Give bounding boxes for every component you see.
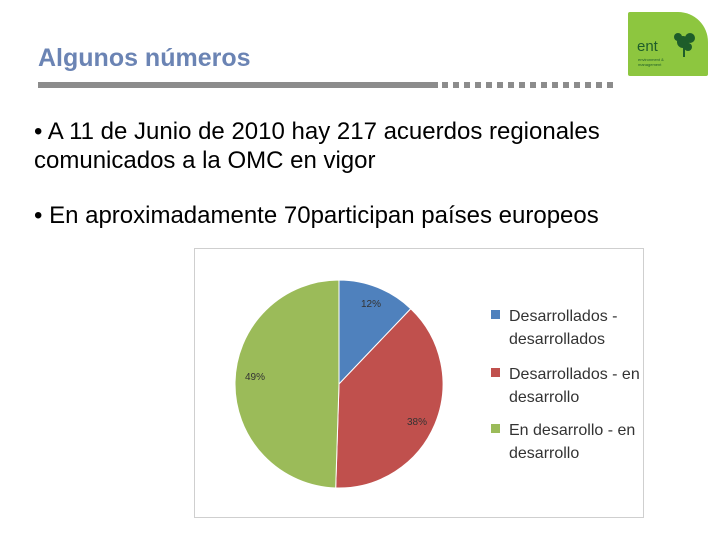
pie-data-label: 38%	[407, 417, 427, 428]
legend-label: Desarrollados - desarrollados	[509, 308, 618, 348]
logo-subtext: environment & management	[638, 57, 664, 67]
legend-label: Desarrollados - en desarrollo	[509, 366, 640, 406]
title-dotted-rule	[442, 82, 618, 88]
legend-swatch	[491, 368, 500, 377]
pie-data-label: 49%	[245, 372, 265, 383]
title-underline	[38, 82, 438, 88]
logo-text: ent	[637, 38, 658, 55]
pie-chart: 12% 38% 49% Desarrollados - desarrollados …	[194, 248, 644, 518]
tree-icon	[674, 33, 695, 57]
pie-chart-svg: 12% 38% 49%	[234, 279, 444, 489]
bullet-1: • A 11 de Junio de 2010 hay 217 acuerdos…	[34, 118, 600, 174]
pie-slice	[335, 308, 444, 489]
legend-swatch	[491, 424, 500, 433]
legend-swatch	[491, 310, 500, 319]
pie-data-label: 12%	[361, 299, 381, 310]
bullet-2: • En aproximadamente 70participan países…	[34, 202, 599, 229]
logo: ent environment & management	[628, 12, 708, 76]
slide-title: Algunos números	[38, 44, 251, 72]
pie-slice	[338, 279, 412, 386]
legend-label: En desarrollo - en desarrollo	[509, 422, 636, 462]
pie-slice	[234, 279, 340, 489]
